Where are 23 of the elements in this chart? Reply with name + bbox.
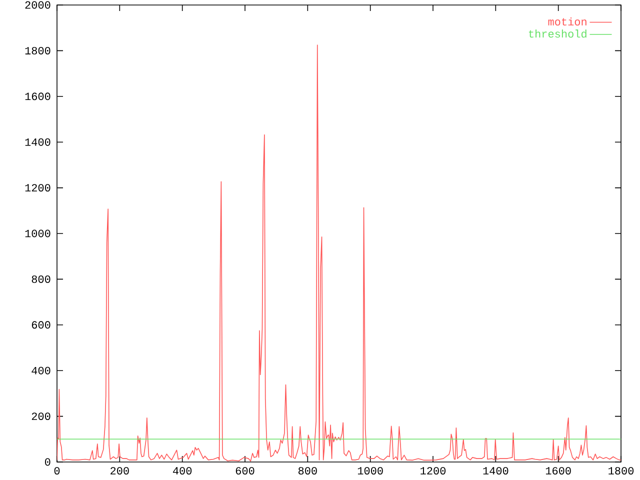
- x-tick-label: 800: [298, 467, 317, 475]
- y-tick-label: 800: [32, 275, 50, 283]
- x-tick-label: 0: [54, 467, 60, 475]
- x-tick-label: 1800: [608, 467, 634, 475]
- legend-label: threshold: [528, 30, 586, 38]
- y-tick-label: 1800: [25, 46, 50, 54]
- x-tick-label: 1200: [420, 467, 446, 475]
- y-tick-label: 2000: [25, 1, 50, 9]
- x-tick-label: 1000: [358, 467, 383, 475]
- y-tick-label: 1200: [25, 184, 50, 192]
- x-tick-label: 400: [172, 467, 192, 475]
- legend-label: motion: [548, 17, 586, 26]
- x-tick-label: 1600: [546, 467, 571, 475]
- y-tick-label: 600: [32, 321, 50, 329]
- x-tick-label: 200: [110, 467, 129, 475]
- y-tick-label: 1600: [25, 92, 50, 100]
- y-tick-label: 1000: [25, 230, 50, 238]
- x-tick-label: 600: [236, 467, 254, 475]
- x-tick-label: 1400: [483, 467, 508, 475]
- y-tick-label: 0: [45, 458, 50, 466]
- y-tick-label: 200: [32, 412, 50, 420]
- y-tick-label: 1400: [25, 138, 50, 146]
- y-tick-label: 400: [32, 366, 50, 374]
